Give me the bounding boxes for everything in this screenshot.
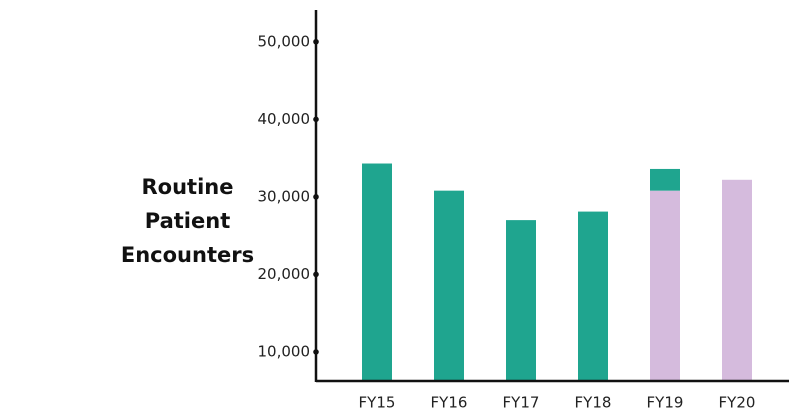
y-tick-mark [313,116,319,123]
y-tick-label: 30,000 [258,187,311,205]
bar-segment [578,211,608,381]
bar-segment [434,190,464,381]
x-tick-label: FY15 [359,394,396,412]
y-tick-label: 20,000 [258,265,311,283]
y-tick-mark [313,349,319,355]
y-tick-mark [313,38,319,45]
bar-segment [362,163,392,381]
y-tick-label: 40,000 [258,110,311,128]
bar-segment [722,179,752,381]
y-axis-label: Routine Patient Encounters [120,175,255,267]
y-tick-mark [313,271,319,278]
x-tick-label: FY19 [647,394,684,412]
x-tick-label: FY18 [575,394,612,412]
y-tick-mark [313,194,319,200]
y-tick-label: 50,000 [258,32,311,50]
bar-segment [650,190,680,381]
bar-segment [650,168,680,191]
x-tick-label: FY16 [431,394,468,412]
bar-segment [506,220,536,381]
y-tick-label: 10,000 [258,342,311,360]
x-tick-label: FY20 [719,394,756,412]
x-tick-label: FY17 [503,394,540,412]
